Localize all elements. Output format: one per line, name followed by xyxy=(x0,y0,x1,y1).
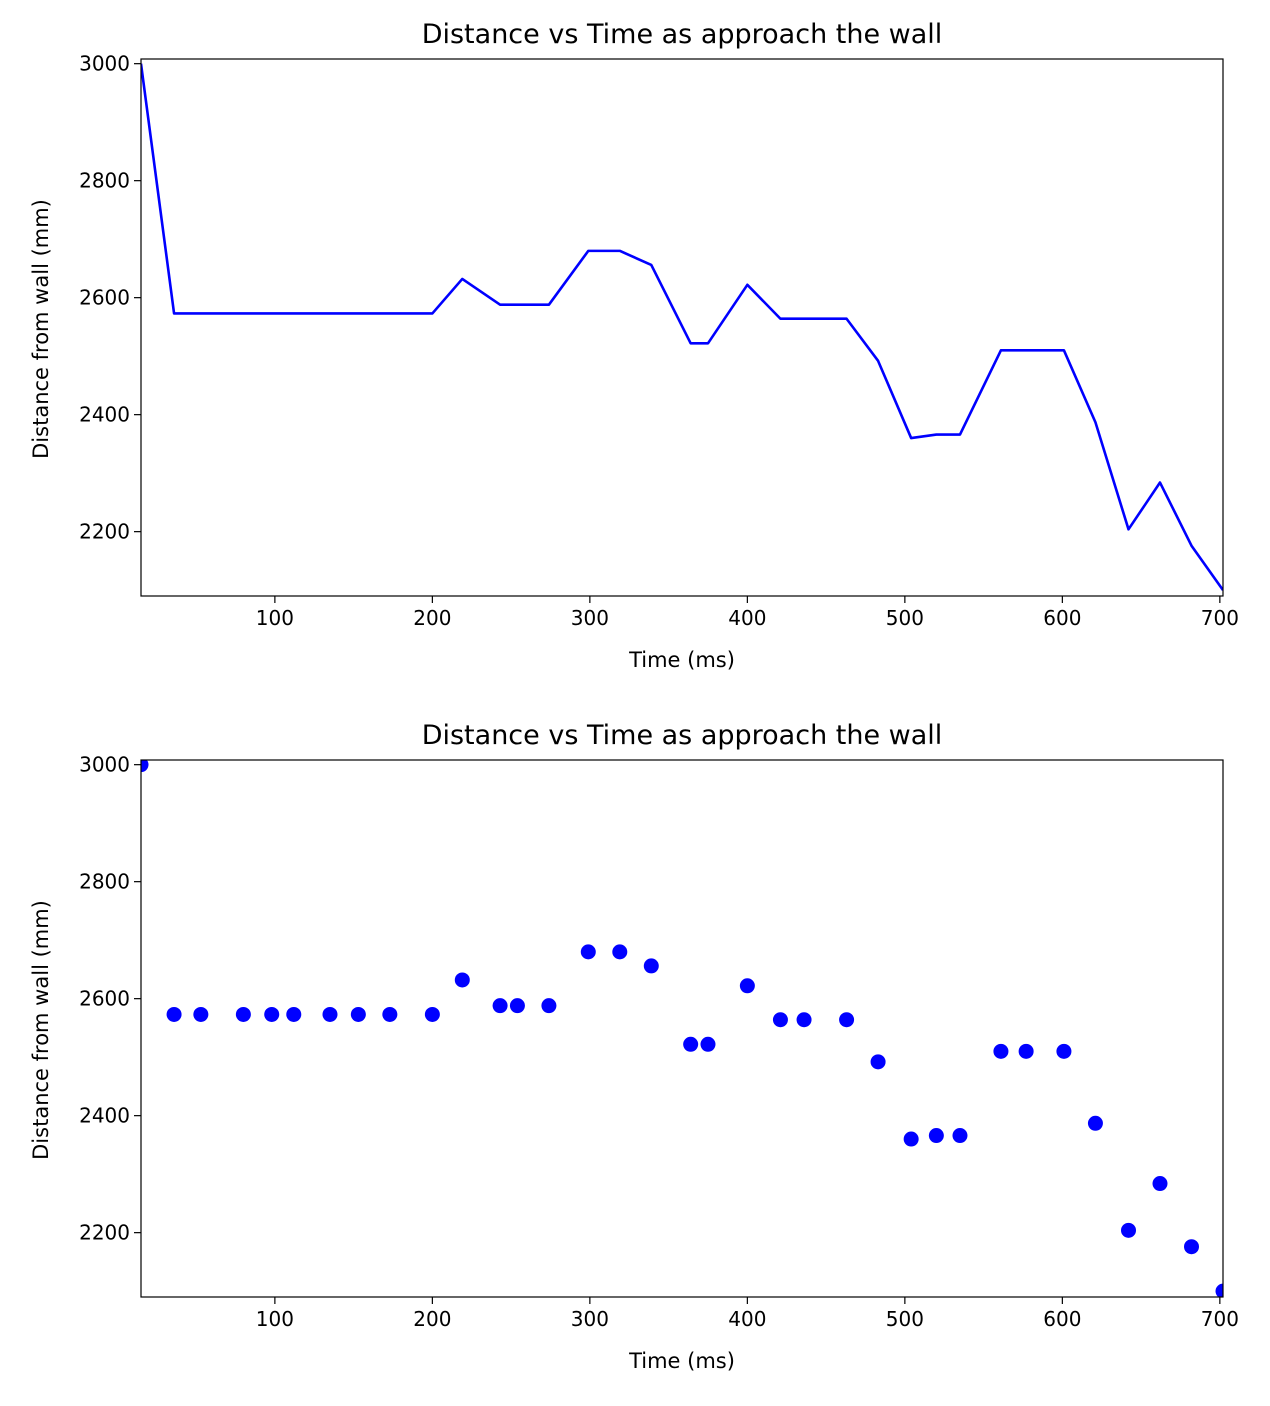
plot-frame xyxy=(140,58,1224,597)
plot-frame xyxy=(140,759,1224,1298)
x-tick-label: 100 xyxy=(256,1307,294,1331)
data-point xyxy=(382,1006,398,1022)
data-point xyxy=(952,1128,968,1144)
series-line xyxy=(141,63,1223,591)
data-point xyxy=(580,944,596,960)
data-point xyxy=(193,1006,209,1022)
data-point xyxy=(509,998,525,1014)
data-point xyxy=(235,1006,251,1022)
y-axis-label: Distance from wall (mm) xyxy=(29,900,53,1160)
data-point xyxy=(322,1006,338,1022)
data-point xyxy=(141,760,149,773)
data-point xyxy=(1056,1043,1072,1059)
data-point xyxy=(454,972,470,988)
plot-marks xyxy=(141,760,1223,1297)
data-point xyxy=(541,998,557,1014)
data-point xyxy=(166,1006,182,1022)
y-tick-label: 2400 xyxy=(79,403,130,427)
x-tick-label: 500 xyxy=(886,606,924,630)
data-point xyxy=(1018,1043,1034,1059)
data-point xyxy=(683,1036,699,1052)
x-tick-label: 600 xyxy=(1043,1307,1081,1331)
data-point xyxy=(264,1006,280,1022)
plot-marks xyxy=(141,63,1223,591)
data-point xyxy=(796,1012,812,1028)
x-tick-label: 400 xyxy=(728,1307,766,1331)
data-point xyxy=(739,978,755,994)
data-point xyxy=(424,1006,440,1022)
x-tick-label: 600 xyxy=(1043,606,1081,630)
data-point xyxy=(612,944,628,960)
x-tick-label: 300 xyxy=(571,606,609,630)
data-point xyxy=(1215,1283,1223,1297)
x-tick-label: 700 xyxy=(1201,606,1239,630)
x-axis-label: Time (ms) xyxy=(628,648,735,672)
y-tick-label: 2800 xyxy=(79,169,130,193)
x-axis-label: Time (ms) xyxy=(628,1349,735,1373)
x-tick-label: 400 xyxy=(728,606,766,630)
data-point xyxy=(1152,1176,1168,1192)
data-point xyxy=(1121,1222,1137,1238)
data-point xyxy=(839,1012,855,1028)
data-point xyxy=(1087,1115,1103,1131)
data-point xyxy=(928,1128,944,1144)
x-tick-label: 100 xyxy=(256,606,294,630)
chart-title: Distance vs Time as approach the wall xyxy=(422,19,943,50)
x-tick-label: 300 xyxy=(571,1307,609,1331)
data-point xyxy=(700,1036,716,1052)
y-tick-label: 3000 xyxy=(79,52,130,76)
data-point xyxy=(772,1012,788,1028)
x-tick-label: 500 xyxy=(886,1307,924,1331)
y-tick-label: 2400 xyxy=(79,1104,130,1128)
data-point xyxy=(1184,1239,1200,1255)
y-tick-label: 2200 xyxy=(79,520,130,544)
data-point xyxy=(903,1131,919,1147)
y-axis-label: Distance from wall (mm) xyxy=(29,199,53,459)
y-tick-label: 2600 xyxy=(79,987,130,1011)
data-point xyxy=(993,1043,1009,1059)
chart-title: Distance vs Time as approach the wall xyxy=(422,720,943,751)
axis-ticks: 100 200 300 400 500 600 700 2200 2400 2600 2800 300… xyxy=(79,753,1239,1331)
axis-ticks: 100 200 300 400 500 600 700 2200 2400 2600 2800 300… xyxy=(79,52,1239,630)
data-point xyxy=(643,958,659,974)
scatter-chart: Distance vs Time as approach the wall Ti… xyxy=(29,720,1239,1373)
y-tick-label: 2600 xyxy=(79,286,130,310)
line-chart: Distance vs Time as approach the wall Ti… xyxy=(29,19,1239,672)
data-point xyxy=(286,1006,302,1022)
y-tick-label: 3000 xyxy=(79,753,130,777)
y-tick-label: 2200 xyxy=(79,1221,130,1245)
data-point xyxy=(870,1054,886,1070)
data-point xyxy=(350,1006,366,1022)
x-tick-label: 700 xyxy=(1201,1307,1239,1331)
x-tick-label: 200 xyxy=(413,1307,451,1331)
x-tick-label: 200 xyxy=(413,606,451,630)
y-tick-label: 2800 xyxy=(79,870,130,894)
data-point xyxy=(492,998,508,1014)
